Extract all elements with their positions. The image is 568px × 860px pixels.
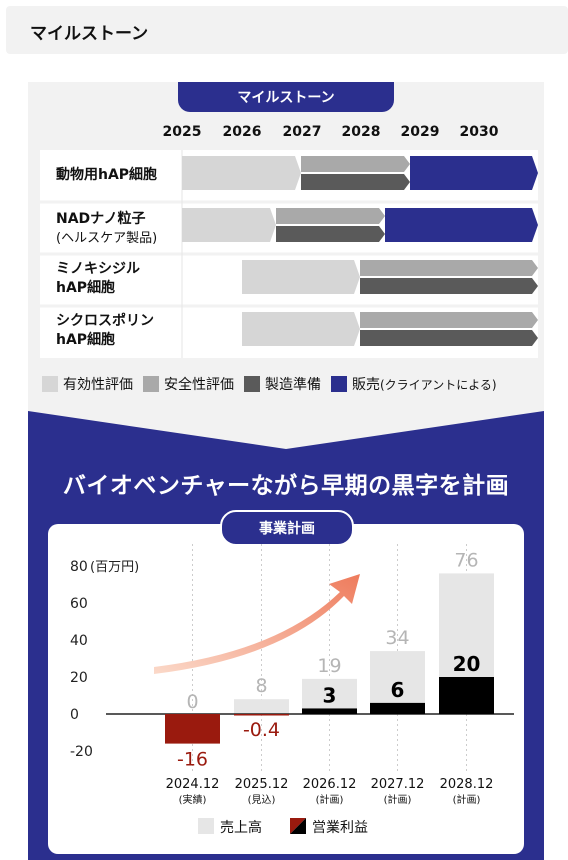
x-tick-label: 2026.12 — [303, 777, 357, 792]
year-label: 2029 — [400, 124, 440, 140]
bar-chart: 80 60 40 20 0 -20 (百万円) 0 8 19 34 76 -16 -0.4 3 6 20 2024… — [70, 544, 514, 836]
profit-bar — [302, 708, 357, 714]
section-header: マイルストーン — [6, 6, 568, 54]
profit-bar — [234, 714, 289, 716]
y-tick-label: 60 — [70, 596, 88, 612]
headline: バイオベンチャーながら早期の黒字を計画 — [62, 473, 510, 499]
sales-value-label: 8 — [255, 675, 267, 697]
x-tick-note: (計画) — [384, 793, 412, 806]
sales-value-label: 76 — [454, 549, 478, 571]
row-label-sub: hAP細胞 — [56, 332, 116, 348]
year-label: 2030 — [459, 124, 499, 140]
row-label-main: ミノキシジル — [56, 261, 140, 277]
bar-efficacy — [182, 208, 276, 242]
x-tick-label: 2025.12 — [235, 777, 289, 792]
gantt-bars — [40, 150, 538, 358]
year-label: 2026 — [222, 124, 262, 140]
row-label-sub: (ヘルスケア製品) — [56, 231, 158, 246]
sales-value-label: 0 — [186, 691, 198, 713]
y-tick-label: 0 — [70, 707, 79, 723]
row-label: ミノキシジル hAP細胞 — [56, 260, 140, 298]
x-tick-note: (計画) — [453, 793, 481, 806]
gantt-rows: 動物用hAP細胞 NADナノ粒子 (ヘルスケア製品) ミノキシジル hAP細胞 … — [40, 150, 538, 358]
bar-efficacy — [242, 312, 360, 346]
y-tick-label: 40 — [70, 633, 88, 649]
legend-item: 製造準備 — [244, 374, 321, 394]
x-tick-note: (見込) — [248, 794, 276, 806]
bar-safety — [360, 260, 538, 276]
row-label-sub: hAP細胞 — [56, 280, 116, 296]
row-label-main: NADナノ粒子 — [56, 211, 146, 227]
y-axis-unit: (百万円) — [90, 560, 139, 575]
year-label: 2028 — [341, 124, 381, 140]
bar-manufacturing — [301, 174, 410, 190]
legend-label: 製造準備 — [265, 377, 321, 393]
bar-safety — [360, 312, 538, 328]
section-title: マイルストーン — [30, 24, 149, 44]
legend-item: 有効性評価 — [42, 374, 133, 394]
legend-label: 販売 — [352, 377, 380, 393]
legend-swatch-sales — [198, 818, 214, 834]
y-tick-label: 80 — [70, 559, 88, 575]
bar-sales — [385, 208, 538, 242]
sales-value-label: 19 — [317, 655, 341, 677]
profit-value-label: -16 — [177, 749, 208, 771]
profit-bar — [165, 714, 220, 744]
profit-value-label: 20 — [453, 652, 481, 676]
bar-manufacturing — [276, 226, 385, 242]
sales-bar — [302, 678, 357, 714]
bar-sales — [410, 156, 538, 190]
milestone-legend: 有効性評価 安全性評価 製造準備 販売 (クライアントによる) — [42, 374, 497, 394]
legend-item: 販売 (クライアントによる) — [331, 374, 497, 394]
plan-section: バイオベンチャーながら早期の黒字を計画 事業計画 80 60 40 20 0 -20 (百万… — [28, 409, 544, 860]
legend-label: 安全性評価 — [164, 377, 234, 393]
chart-title: 事業計画 — [220, 510, 354, 546]
legend-swatch — [143, 376, 159, 392]
profit-value-label: -0.4 — [243, 719, 280, 741]
row-label: 動物用hAP細胞 — [56, 166, 157, 185]
y-tick-label: 20 — [70, 670, 88, 686]
legend-label-profit: 営業利益 — [312, 820, 368, 836]
legend-note: (クライアントによる) — [380, 377, 497, 392]
row-label-main: 動物用hAP細胞 — [56, 167, 158, 183]
sales-value-label: 34 — [385, 627, 409, 649]
bar-manufacturing — [360, 330, 538, 346]
legend-label-sales: 売上高 — [220, 819, 262, 836]
y-tick-label: -20 — [70, 744, 93, 760]
profit-bar — [370, 702, 425, 714]
year-label: 2027 — [282, 124, 322, 140]
bar-safety — [276, 208, 385, 224]
legend-swatch — [42, 376, 58, 392]
bar-manufacturing — [360, 278, 538, 294]
milestone-tab: マイルストーン — [178, 82, 394, 112]
legend-swatch — [244, 376, 260, 392]
x-tick-label: 2028.12 — [440, 777, 494, 792]
profit-value-label: 3 — [323, 683, 337, 707]
bar-efficacy — [242, 260, 360, 294]
legend-swatch — [331, 376, 347, 392]
business-plan-card: 事業計画 80 60 40 20 0 -20 (百万円) 0 8 19 34 76 -16 -0.4 3 6 2… — [48, 510, 524, 854]
profit-bar — [439, 677, 494, 714]
x-tick-label: 2024.12 — [166, 777, 220, 792]
legend-label: 有効性評価 — [63, 377, 133, 393]
notch — [28, 409, 544, 449]
row-label: NADナノ粒子 (ヘルスケア製品) — [56, 210, 157, 248]
x-tick-label: 2027.12 — [371, 777, 425, 792]
bar-efficacy — [182, 156, 301, 190]
x-tick-note: (計画) — [316, 793, 344, 806]
milestone-chart: マイルストーン 2025 2026 2027 2028 2029 2030 — [28, 82, 544, 422]
legend-swatch-profit — [290, 818, 306, 834]
row-label-main: シクロスポリン — [56, 313, 154, 329]
bar-safety — [301, 156, 410, 172]
profit-value-label: 6 — [391, 678, 405, 702]
growth-arrow-icon — [154, 574, 360, 674]
x-tick-note: (実績) — [179, 793, 207, 806]
legend-item: 安全性評価 — [143, 374, 234, 394]
sales-bar — [234, 699, 289, 714]
row-label: シクロスポリン hAP細胞 — [56, 312, 154, 350]
year-label: 2025 — [162, 124, 202, 140]
